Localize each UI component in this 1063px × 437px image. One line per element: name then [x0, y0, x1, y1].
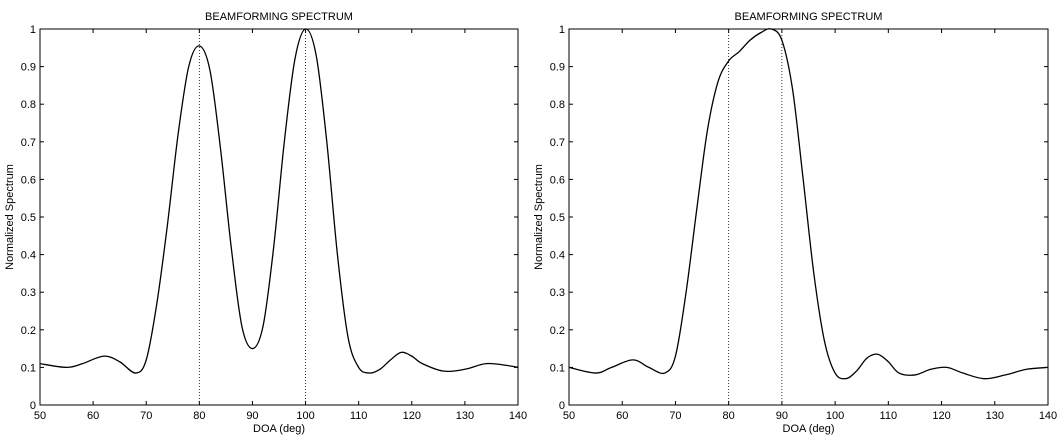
x-tick-label: 130 — [456, 410, 474, 422]
chart-title: BEAMFORMING SPECTRUM — [735, 11, 883, 23]
x-axis-label: DOA (deg) — [253, 423, 305, 435]
x-tick-label: 100 — [826, 410, 844, 422]
y-tick-label: 0.8 — [550, 99, 565, 111]
chart-panel-2: 50 60 70 80 90 100 110 120 130 140 0 0.1 0.2 0.3 0.4 0.… — [533, 11, 1057, 435]
y-tick-label: 0.3 — [550, 287, 565, 299]
x-axis-label: DOA (deg) — [783, 423, 835, 435]
x-tick-label: 90 — [776, 410, 788, 422]
x-tick-label: 120 — [403, 410, 421, 422]
x-tick-label: 60 — [87, 410, 99, 422]
series-line-1 — [39, 28, 519, 374]
y-tick-label: 1 — [559, 24, 565, 36]
y-tick-label: 0.8 — [21, 99, 36, 111]
y-tick-label: 0.9 — [21, 62, 36, 74]
x-tick-label: 80 — [723, 410, 735, 422]
y-tick-label: 0.2 — [21, 325, 36, 337]
x-tick-label: 50 — [34, 410, 46, 422]
y-tick-label: 0.3 — [21, 287, 36, 299]
x-tick-label: 130 — [986, 410, 1004, 422]
chart-panel-1: 50 60 70 80 90 100 110 120 130 140 0 0.1 0.2 0.3 0.4 0.… — [4, 11, 527, 435]
y-tick-label: 0.4 — [21, 250, 36, 262]
x-tick-label: 50 — [563, 410, 575, 422]
y-tick-label: 0.2 — [550, 325, 565, 337]
plot-frame — [568, 28, 1049, 406]
chart-title: BEAMFORMING SPECTRUM — [205, 11, 353, 23]
x-tick-label: 140 — [509, 410, 527, 422]
y-tick-label: 0.5 — [550, 212, 565, 224]
y-axis-label: Normalized Spectrum — [533, 164, 545, 270]
x-tick-label: 110 — [350, 410, 368, 422]
y-tick-label: 0.7 — [550, 137, 565, 149]
y-tick-label: 0.4 — [550, 250, 565, 262]
series-line-1 — [568, 28, 1049, 380]
y-tick-label: 0.6 — [21, 174, 36, 186]
x-tick-label: 80 — [193, 410, 205, 422]
y-tick-label: 0.1 — [21, 362, 36, 374]
x-tick-label: 110 — [880, 410, 898, 422]
y-axis-label: Normalized Spectrum — [4, 164, 16, 270]
x-tick-label: 140 — [1039, 410, 1057, 422]
x-tick-label: 60 — [616, 410, 628, 422]
plot-frame — [39, 28, 519, 406]
x-tick-label: 90 — [246, 410, 258, 422]
y-tick-label: 0.1 — [550, 362, 565, 374]
y-tick-label: 0.6 — [550, 174, 565, 186]
y-tick-label: 0.9 — [550, 62, 565, 74]
x-tick-label: 70 — [669, 410, 681, 422]
x-tick-label: 70 — [140, 410, 152, 422]
y-tick-label: 0.5 — [21, 212, 36, 224]
y-tick-label: 0 — [559, 400, 565, 412]
x-tick-label: 100 — [296, 410, 314, 422]
y-tick-label: 0 — [30, 400, 36, 412]
x-tick-label: 120 — [932, 410, 950, 422]
y-tick-label: 0.7 — [21, 137, 36, 149]
y-tick-label: 1 — [30, 24, 36, 36]
